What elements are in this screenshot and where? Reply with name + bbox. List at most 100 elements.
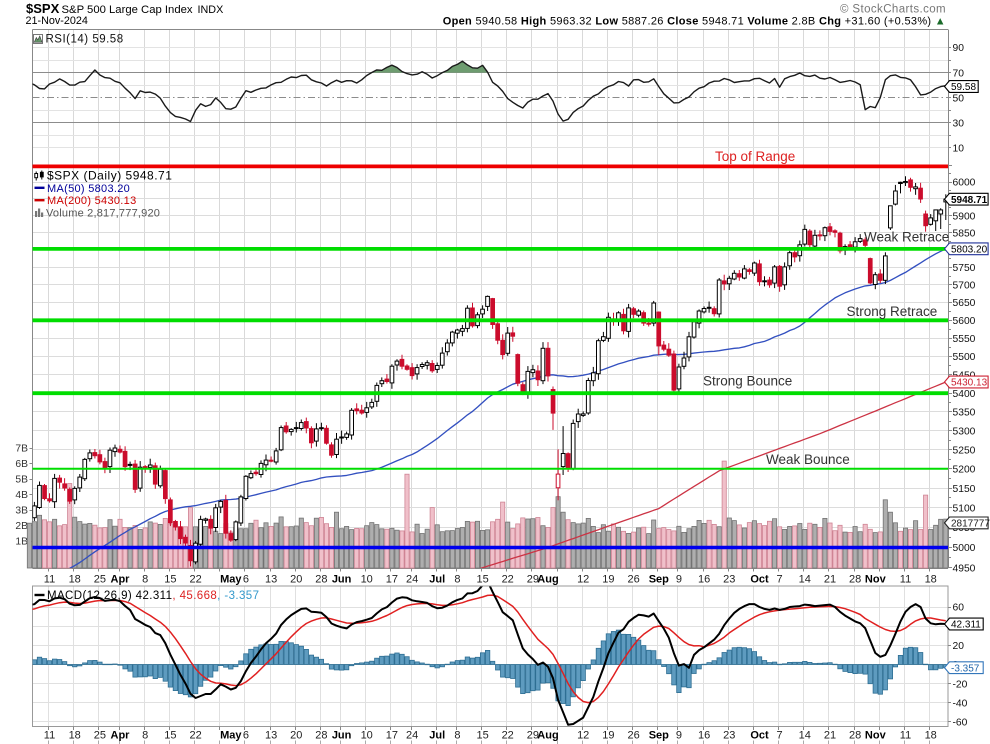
svg-text:9: 9 — [676, 730, 682, 742]
svg-text:7: 7 — [777, 574, 783, 586]
svg-text:-3.357: -3.357 — [951, 663, 980, 674]
svg-text:6000: 6000 — [953, 178, 976, 189]
svg-text:25: 25 — [94, 574, 106, 586]
svg-text:7: 7 — [777, 730, 783, 742]
svg-text:5100: 5100 — [953, 504, 976, 515]
svg-text:16: 16 — [698, 730, 710, 742]
svg-text:© StockCharts.com: © StockCharts.com — [840, 4, 946, 16]
svg-text:18: 18 — [69, 574, 81, 586]
svg-text:Weak Retrace: Weak Retrace — [864, 230, 949, 245]
svg-text:5700: 5700 — [953, 281, 976, 292]
svg-text:7B: 7B — [15, 444, 28, 455]
svg-text:May: May — [220, 574, 242, 586]
svg-text:21: 21 — [824, 574, 836, 586]
svg-text:28: 28 — [849, 574, 861, 586]
svg-text:8: 8 — [454, 730, 460, 742]
svg-text:Jul: Jul — [429, 730, 445, 742]
svg-text:17: 17 — [386, 730, 398, 742]
svg-text:60: 60 — [953, 603, 965, 614]
svg-text:30: 30 — [953, 119, 965, 130]
svg-text:16: 16 — [698, 574, 710, 586]
svg-text:Sep: Sep — [649, 574, 669, 586]
svg-text:24: 24 — [406, 730, 418, 742]
svg-text:17: 17 — [386, 574, 398, 586]
svg-text:Nov: Nov — [865, 730, 887, 742]
svg-text:Nov: Nov — [865, 574, 887, 586]
svg-text:22: 22 — [502, 574, 514, 586]
svg-text:2B: 2B — [15, 521, 28, 532]
svg-text:5200: 5200 — [953, 465, 976, 476]
svg-text:9: 9 — [676, 574, 682, 586]
svg-text:$SPX: $SPX — [26, 1, 60, 16]
svg-text:20: 20 — [953, 641, 965, 652]
svg-text:MA(50) 5803.20: MA(50) 5803.20 — [47, 183, 130, 195]
svg-text:15: 15 — [164, 730, 176, 742]
svg-text:5000: 5000 — [953, 543, 976, 554]
svg-text:19: 19 — [602, 730, 614, 742]
svg-text:6: 6 — [243, 574, 249, 586]
svg-text:5948.71: 5948.71 — [951, 195, 988, 206]
svg-text:Jul: Jul — [429, 574, 445, 586]
svg-text:11: 11 — [44, 574, 55, 586]
svg-text:6B: 6B — [15, 459, 28, 470]
svg-text:5400: 5400 — [953, 389, 976, 400]
svg-text:18: 18 — [925, 574, 937, 586]
svg-text:6: 6 — [243, 730, 249, 742]
svg-text:5803.20: 5803.20 — [951, 244, 988, 255]
svg-text:26: 26 — [627, 730, 639, 742]
svg-text:20: 20 — [290, 574, 302, 586]
svg-text:Jun: Jun — [332, 730, 352, 742]
svg-text:15: 15 — [164, 574, 176, 586]
svg-text:Apr: Apr — [111, 730, 131, 742]
svg-text:15: 15 — [476, 730, 488, 742]
svg-text:22: 22 — [189, 730, 201, 742]
svg-text:18: 18 — [925, 730, 937, 742]
svg-text:8: 8 — [142, 574, 148, 586]
svg-text:1B: 1B — [15, 537, 28, 548]
svg-text:8: 8 — [454, 574, 460, 586]
svg-text:70: 70 — [953, 68, 965, 79]
svg-text:24: 24 — [406, 574, 418, 586]
svg-text:21-Nov-2024: 21-Nov-2024 — [26, 15, 88, 27]
svg-text:2817777: 2817777 — [951, 519, 990, 530]
svg-text:5850: 5850 — [953, 228, 976, 239]
svg-text:5600: 5600 — [953, 316, 976, 327]
svg-text:28: 28 — [315, 574, 327, 586]
svg-text:10: 10 — [361, 730, 373, 742]
svg-text:Apr: Apr — [111, 574, 131, 586]
svg-text:Weak Bounce: Weak Bounce — [766, 452, 850, 467]
svg-text:13: 13 — [265, 574, 277, 586]
svg-text:25: 25 — [94, 730, 106, 742]
svg-text:5750: 5750 — [953, 263, 976, 274]
svg-text:Volume 2,817,777,920: Volume 2,817,777,920 — [46, 208, 160, 220]
svg-text:59.58: 59.58 — [951, 82, 976, 93]
svg-text:INDX: INDX — [198, 4, 224, 16]
svg-text:Aug: Aug — [537, 574, 558, 586]
svg-text:Open 5940.58 High 5963.32 Low: Open 5940.58 High 5963.32 Low 5887.26 Cl… — [443, 16, 946, 28]
svg-text:5250: 5250 — [953, 445, 976, 456]
svg-text:28: 28 — [849, 730, 861, 742]
svg-text:Jun: Jun — [332, 574, 352, 586]
svg-text:-20: -20 — [953, 679, 968, 690]
svg-text:3B: 3B — [15, 506, 28, 517]
svg-text:22: 22 — [502, 730, 514, 742]
svg-text:21: 21 — [824, 730, 836, 742]
svg-text:26: 26 — [627, 574, 639, 586]
svg-text:12: 12 — [577, 574, 589, 586]
svg-text:5550: 5550 — [953, 334, 976, 345]
svg-text:5300: 5300 — [953, 426, 976, 437]
svg-text:$SPX (Daily) 5948.71: $SPX (Daily) 5948.71 — [47, 169, 172, 183]
svg-text:12: 12 — [577, 730, 589, 742]
svg-text:23: 23 — [723, 730, 735, 742]
svg-text:Top of Range: Top of Range — [715, 149, 795, 164]
svg-text:MA(200) 5430.13: MA(200) 5430.13 — [47, 195, 137, 207]
svg-text:18: 18 — [69, 730, 81, 742]
svg-text:Sep: Sep — [649, 730, 669, 742]
svg-text:5430.13: 5430.13 — [951, 378, 988, 389]
svg-text:14: 14 — [799, 574, 811, 586]
svg-text:-60: -60 — [953, 718, 968, 729]
svg-text:13: 13 — [265, 730, 277, 742]
svg-text:42.311: 42.311 — [951, 620, 981, 631]
svg-text:4B: 4B — [15, 490, 28, 501]
svg-text:5650: 5650 — [953, 298, 976, 309]
